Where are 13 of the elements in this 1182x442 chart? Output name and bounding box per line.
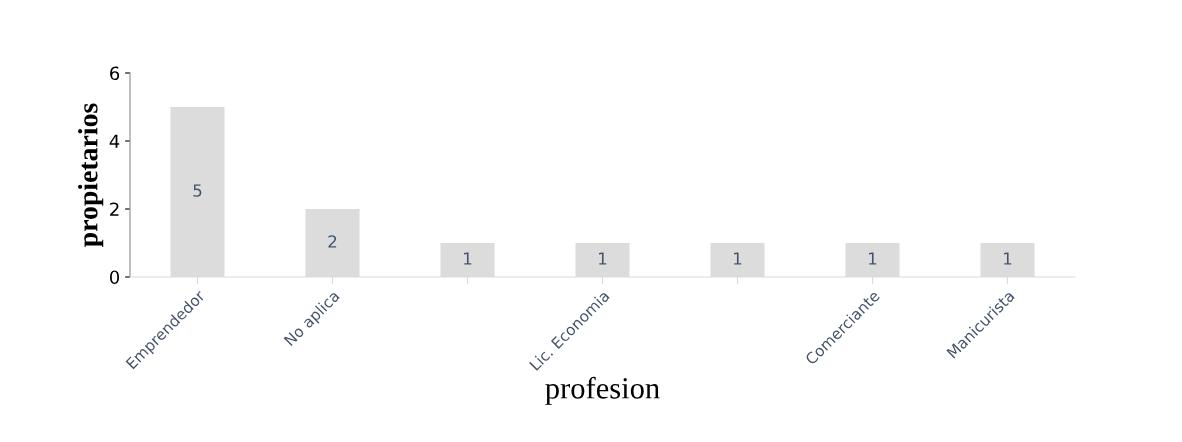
y-axis-title: propietarios [78,103,104,247]
y-tick-label: 6 [110,66,120,81]
data-label: 1 [869,252,877,265]
data-label: 1 [734,252,742,265]
y-tick-label: 0 [109,270,120,285]
data-label: 1 [1004,252,1012,265]
y-tick-label: 4 [109,134,120,148]
data-label: 5 [193,184,202,197]
x-axis-title: profesion [545,376,660,405]
data-label: 1 [599,252,607,265]
data-label: 1 [464,252,472,265]
y-tick-label: 2 [110,202,119,216]
data-label: 2 [328,235,337,248]
